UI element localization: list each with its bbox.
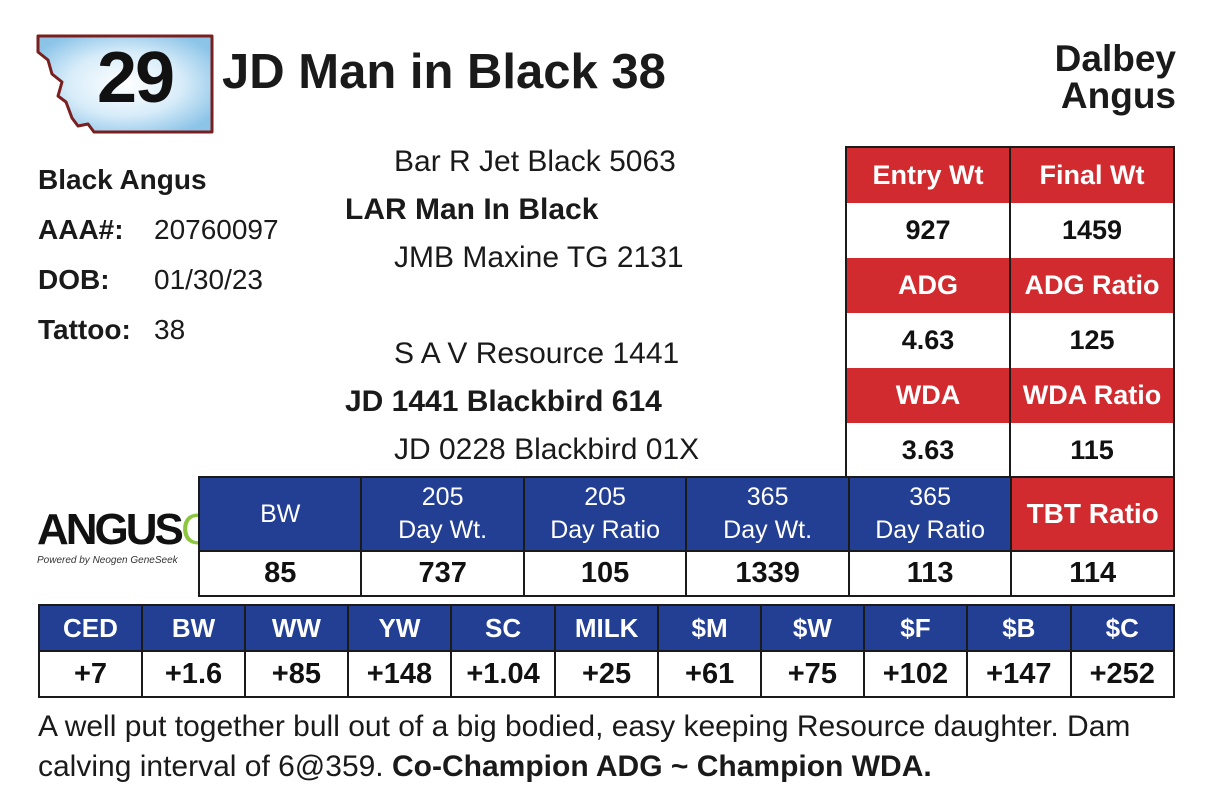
aaa-value: 20760097 (154, 214, 279, 245)
entry-wt-value: 927 (846, 203, 1010, 258)
performance-header-row: WDA WDA Ratio (846, 368, 1174, 423)
comment-text: A well put together bull out of a big bo… (38, 710, 1131, 783)
weight-header: BW (199, 477, 362, 551)
epd-value: +25 (553, 650, 659, 697)
epd-value: +85 (244, 650, 348, 697)
pedigree-sire-dam: JMB Maxine TG 2131 (394, 241, 684, 274)
breed-value: Black Angus (38, 164, 207, 195)
pedigree-dam: JD 1441 Blackbird 614 (345, 385, 662, 418)
epd-header-row: CED BW WW YW SC MILK $M $W $F $B $C (39, 605, 1174, 651)
performance-value-row: 4.63 125 (846, 313, 1174, 368)
epd-value: +148 (346, 650, 452, 697)
pedigree-dam-dam: JD 0228 Blackbird 01X (394, 433, 700, 466)
lot-number: 29 (96, 38, 175, 118)
epd-header: $C (1069, 605, 1174, 651)
epd-value: +102 (862, 650, 968, 697)
adg-ratio-value: 125 (1009, 313, 1174, 368)
epd-value-row: +7 +1.6 +85 +148 +1.04 +25 +61 +75 +102 … (39, 650, 1174, 697)
wda-ratio-value: 115 (1009, 423, 1174, 479)
epd-table: CED BW WW YW SC MILK $M $W $F $B $C +7 +… (38, 604, 1175, 698)
epd-header: MILK (553, 605, 659, 651)
epd-header: $W (759, 605, 864, 651)
logo-tagline: Powered by Neogen GeneSeek (37, 555, 178, 566)
epd-value: +61 (657, 650, 761, 697)
weight-header-line-2: Day Wt. (723, 516, 813, 544)
performance-header-row: Entry Wt Final Wt (846, 147, 1174, 203)
weight-header-line-1: 205 (421, 483, 464, 511)
epd-value: +1.04 (450, 650, 555, 697)
tattoo: Tattoo: 38 (38, 314, 185, 346)
epd-header: $B (966, 605, 1071, 651)
epd-value: +1.6 (140, 650, 246, 697)
epd-header: $F (862, 605, 968, 651)
aaa-number: AAA#: 20760097 (38, 214, 279, 246)
tbt-ratio-label: TBT Ratio (1010, 477, 1174, 551)
epd-header: CED (39, 605, 142, 651)
adg-ratio-label: ADG Ratio (1009, 258, 1174, 313)
epd-header: $M (657, 605, 761, 651)
weight-header: 365 Day Ratio (847, 477, 1012, 551)
epd-value: +147 (966, 650, 1071, 697)
tattoo-label: Tattoo: (38, 314, 131, 345)
performance-table: Entry Wt Final Wt 927 1459 ADG ADG Ratio… (845, 146, 1175, 480)
pedigree-sire-sire: Bar R Jet Black 5063 (394, 145, 676, 178)
epd-value: +252 (1069, 650, 1174, 697)
wda-ratio-label: WDA Ratio (1009, 368, 1174, 423)
tbt-ratio-value: 114 (1010, 550, 1174, 596)
logo-angus-text: ANGUS (37, 505, 184, 554)
epd-header: YW (346, 605, 452, 651)
epd-value: +7 (39, 650, 142, 697)
wda-label: WDA (846, 368, 1010, 423)
pedigree-sire: LAR Man In Black (345, 193, 599, 226)
weights-value-row: 85 737 105 1339 113 114 (199, 550, 1174, 596)
weight-value: 1339 (685, 550, 849, 596)
dob: DOB: 01/30/23 (38, 264, 263, 296)
weight-header-line-2: Day Ratio (875, 516, 986, 544)
adg-label: ADG (846, 258, 1010, 313)
weight-header-line-1: 205 (584, 483, 626, 511)
performance-value-row: 3.63 115 (846, 423, 1174, 479)
consignor-name: Dalbey Angus (1055, 40, 1176, 114)
consignor-line-2: Angus (1060, 75, 1176, 116)
epd-header: BW (140, 605, 246, 651)
breed: Black Angus (38, 164, 207, 196)
epd-header: SC (450, 605, 555, 651)
comment-highlight: Co-Champion ADG ~ Champion WDA. (392, 750, 932, 783)
bull-name: JD Man in Black 38 (222, 45, 666, 99)
weight-header-line-2: Day Wt. (398, 516, 488, 544)
adg-value: 4.63 (846, 313, 1010, 368)
weight-header-line-2: Day Ratio (550, 516, 660, 544)
weights-header-row: BW 205 Day Wt. 205 Day Ratio 365 Day Wt.… (199, 477, 1174, 551)
weight-header-line-1: 365 (746, 483, 789, 511)
montana-badge-icon (36, 34, 214, 134)
dob-value: 01/30/23 (154, 264, 263, 295)
weight-header-line-1: BW (260, 499, 301, 528)
pedigree-dam-sire: S A V Resource 1441 (394, 337, 680, 370)
weight-header: 205 Day Ratio (522, 477, 687, 551)
weight-value: 85 (199, 550, 362, 596)
weight-header: 365 Day Wt. (685, 477, 849, 551)
entry-wt-label: Entry Wt (846, 147, 1010, 203)
consignor-line-1: Dalbey (1054, 38, 1176, 79)
performance-header-row: ADG ADG Ratio (846, 258, 1174, 313)
epd-value: +75 (759, 650, 864, 697)
weight-header-line-1: 365 (909, 483, 951, 511)
weight-value: 105 (522, 550, 687, 596)
wda-value: 3.63 (846, 423, 1010, 479)
performance-value-row: 927 1459 (846, 203, 1174, 258)
epd-header: WW (244, 605, 348, 651)
weight-header: 205 Day Wt. (360, 477, 524, 551)
tattoo-value: 38 (154, 314, 186, 345)
weight-value: 737 (360, 550, 524, 596)
sale-comment: A well put together bull out of a big bo… (38, 707, 1188, 787)
aaa-label: AAA#: (38, 214, 124, 245)
dob-label: DOB: (38, 264, 110, 295)
final-wt-value: 1459 (1009, 203, 1174, 258)
weight-value: 113 (847, 550, 1012, 596)
weights-table: BW 205 Day Wt. 205 Day Ratio 365 Day Wt.… (198, 476, 1175, 597)
final-wt-label: Final Wt (1009, 147, 1174, 203)
